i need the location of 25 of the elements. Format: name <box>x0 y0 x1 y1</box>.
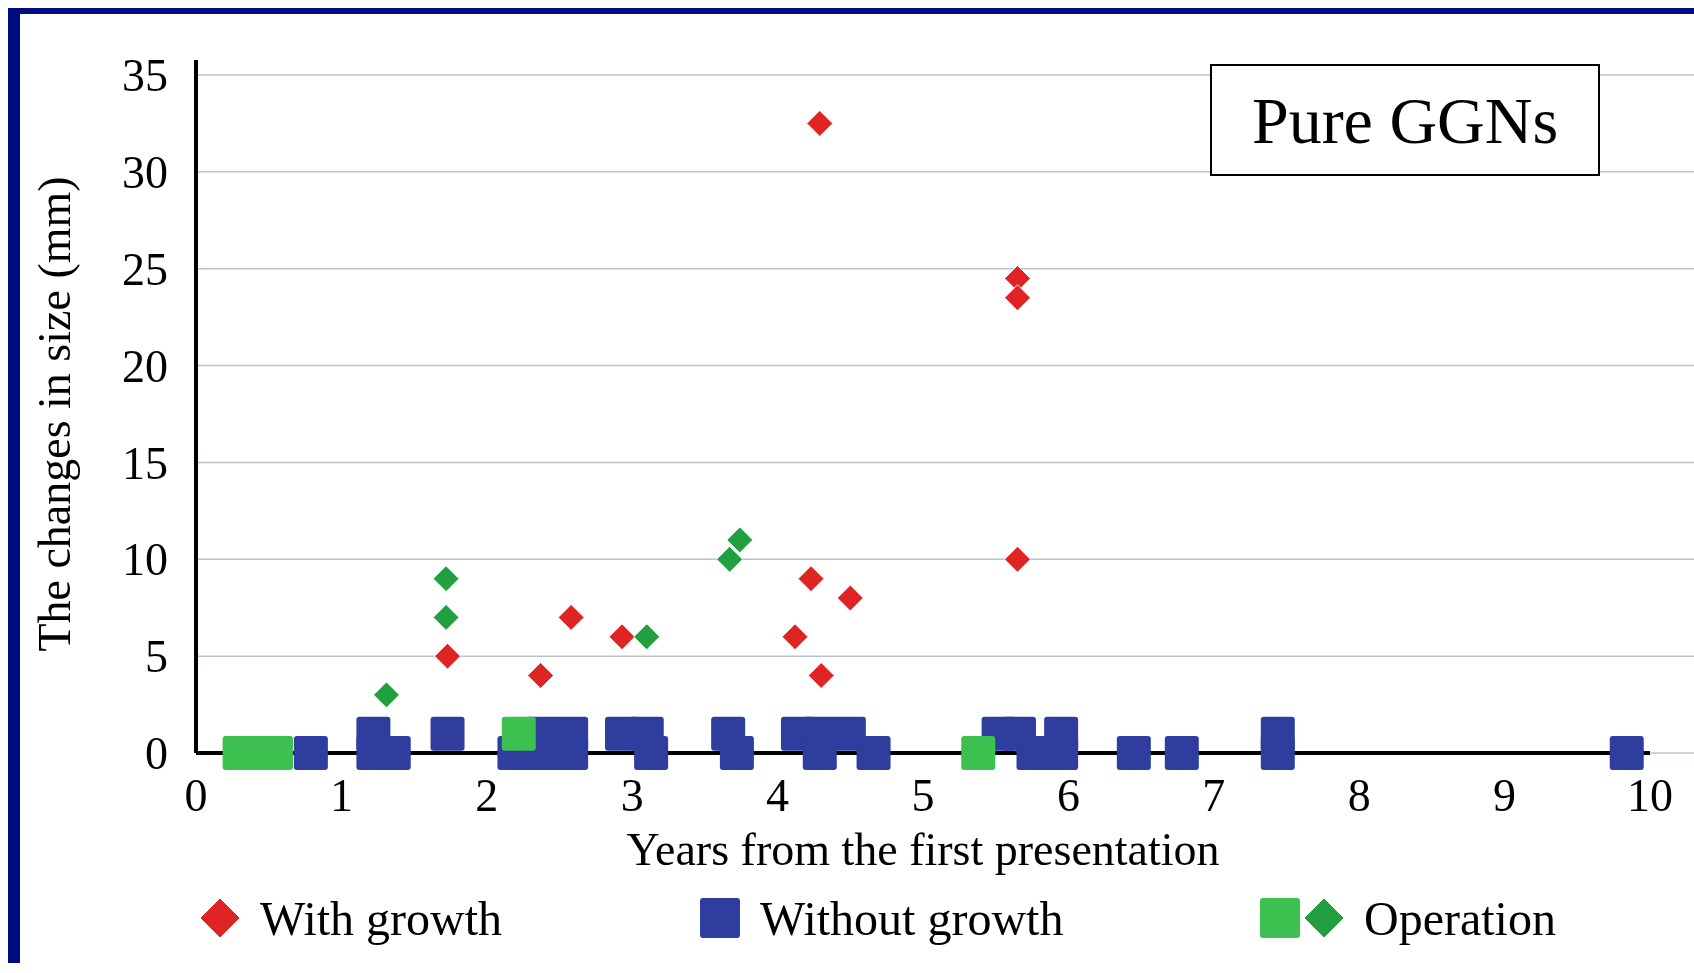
y-tick-label: 25 <box>122 243 168 295</box>
legend-label: Without growth <box>760 891 1064 945</box>
x-tick-label: 10 <box>1627 770 1673 821</box>
legend-label: Operation <box>1364 891 1556 945</box>
x-tick-label: 1 <box>329 770 353 821</box>
x-axis-title: Years from the first presentation <box>626 824 1220 875</box>
y-tick-label: 5 <box>145 631 168 683</box>
x-tick-label: 9 <box>1493 770 1517 821</box>
y-tick-label: 10 <box>122 534 168 586</box>
x-tick-label: 4 <box>766 770 790 821</box>
y-tick-label: 20 <box>122 340 168 392</box>
x-tick-label: 0 <box>184 770 208 821</box>
x-tick-label: 3 <box>620 770 644 821</box>
chart-title: Pure GGNs <box>1251 84 1559 157</box>
y-tick-label: 15 <box>122 437 168 489</box>
y-axis-title: The changes in size (mm) <box>29 176 80 652</box>
x-tick-label: 8 <box>1347 770 1371 821</box>
y-tick-label: 0 <box>145 728 168 780</box>
x-tick-label: 5 <box>911 770 935 821</box>
y-tick-label: 30 <box>122 146 168 198</box>
x-tick-label: 7 <box>1202 770 1226 821</box>
y-tick-label: 35 <box>122 50 168 102</box>
x-tick-label: 2 <box>475 770 499 821</box>
x-tick-label: 6 <box>1056 770 1080 821</box>
legend-label: With growth <box>260 891 503 945</box>
